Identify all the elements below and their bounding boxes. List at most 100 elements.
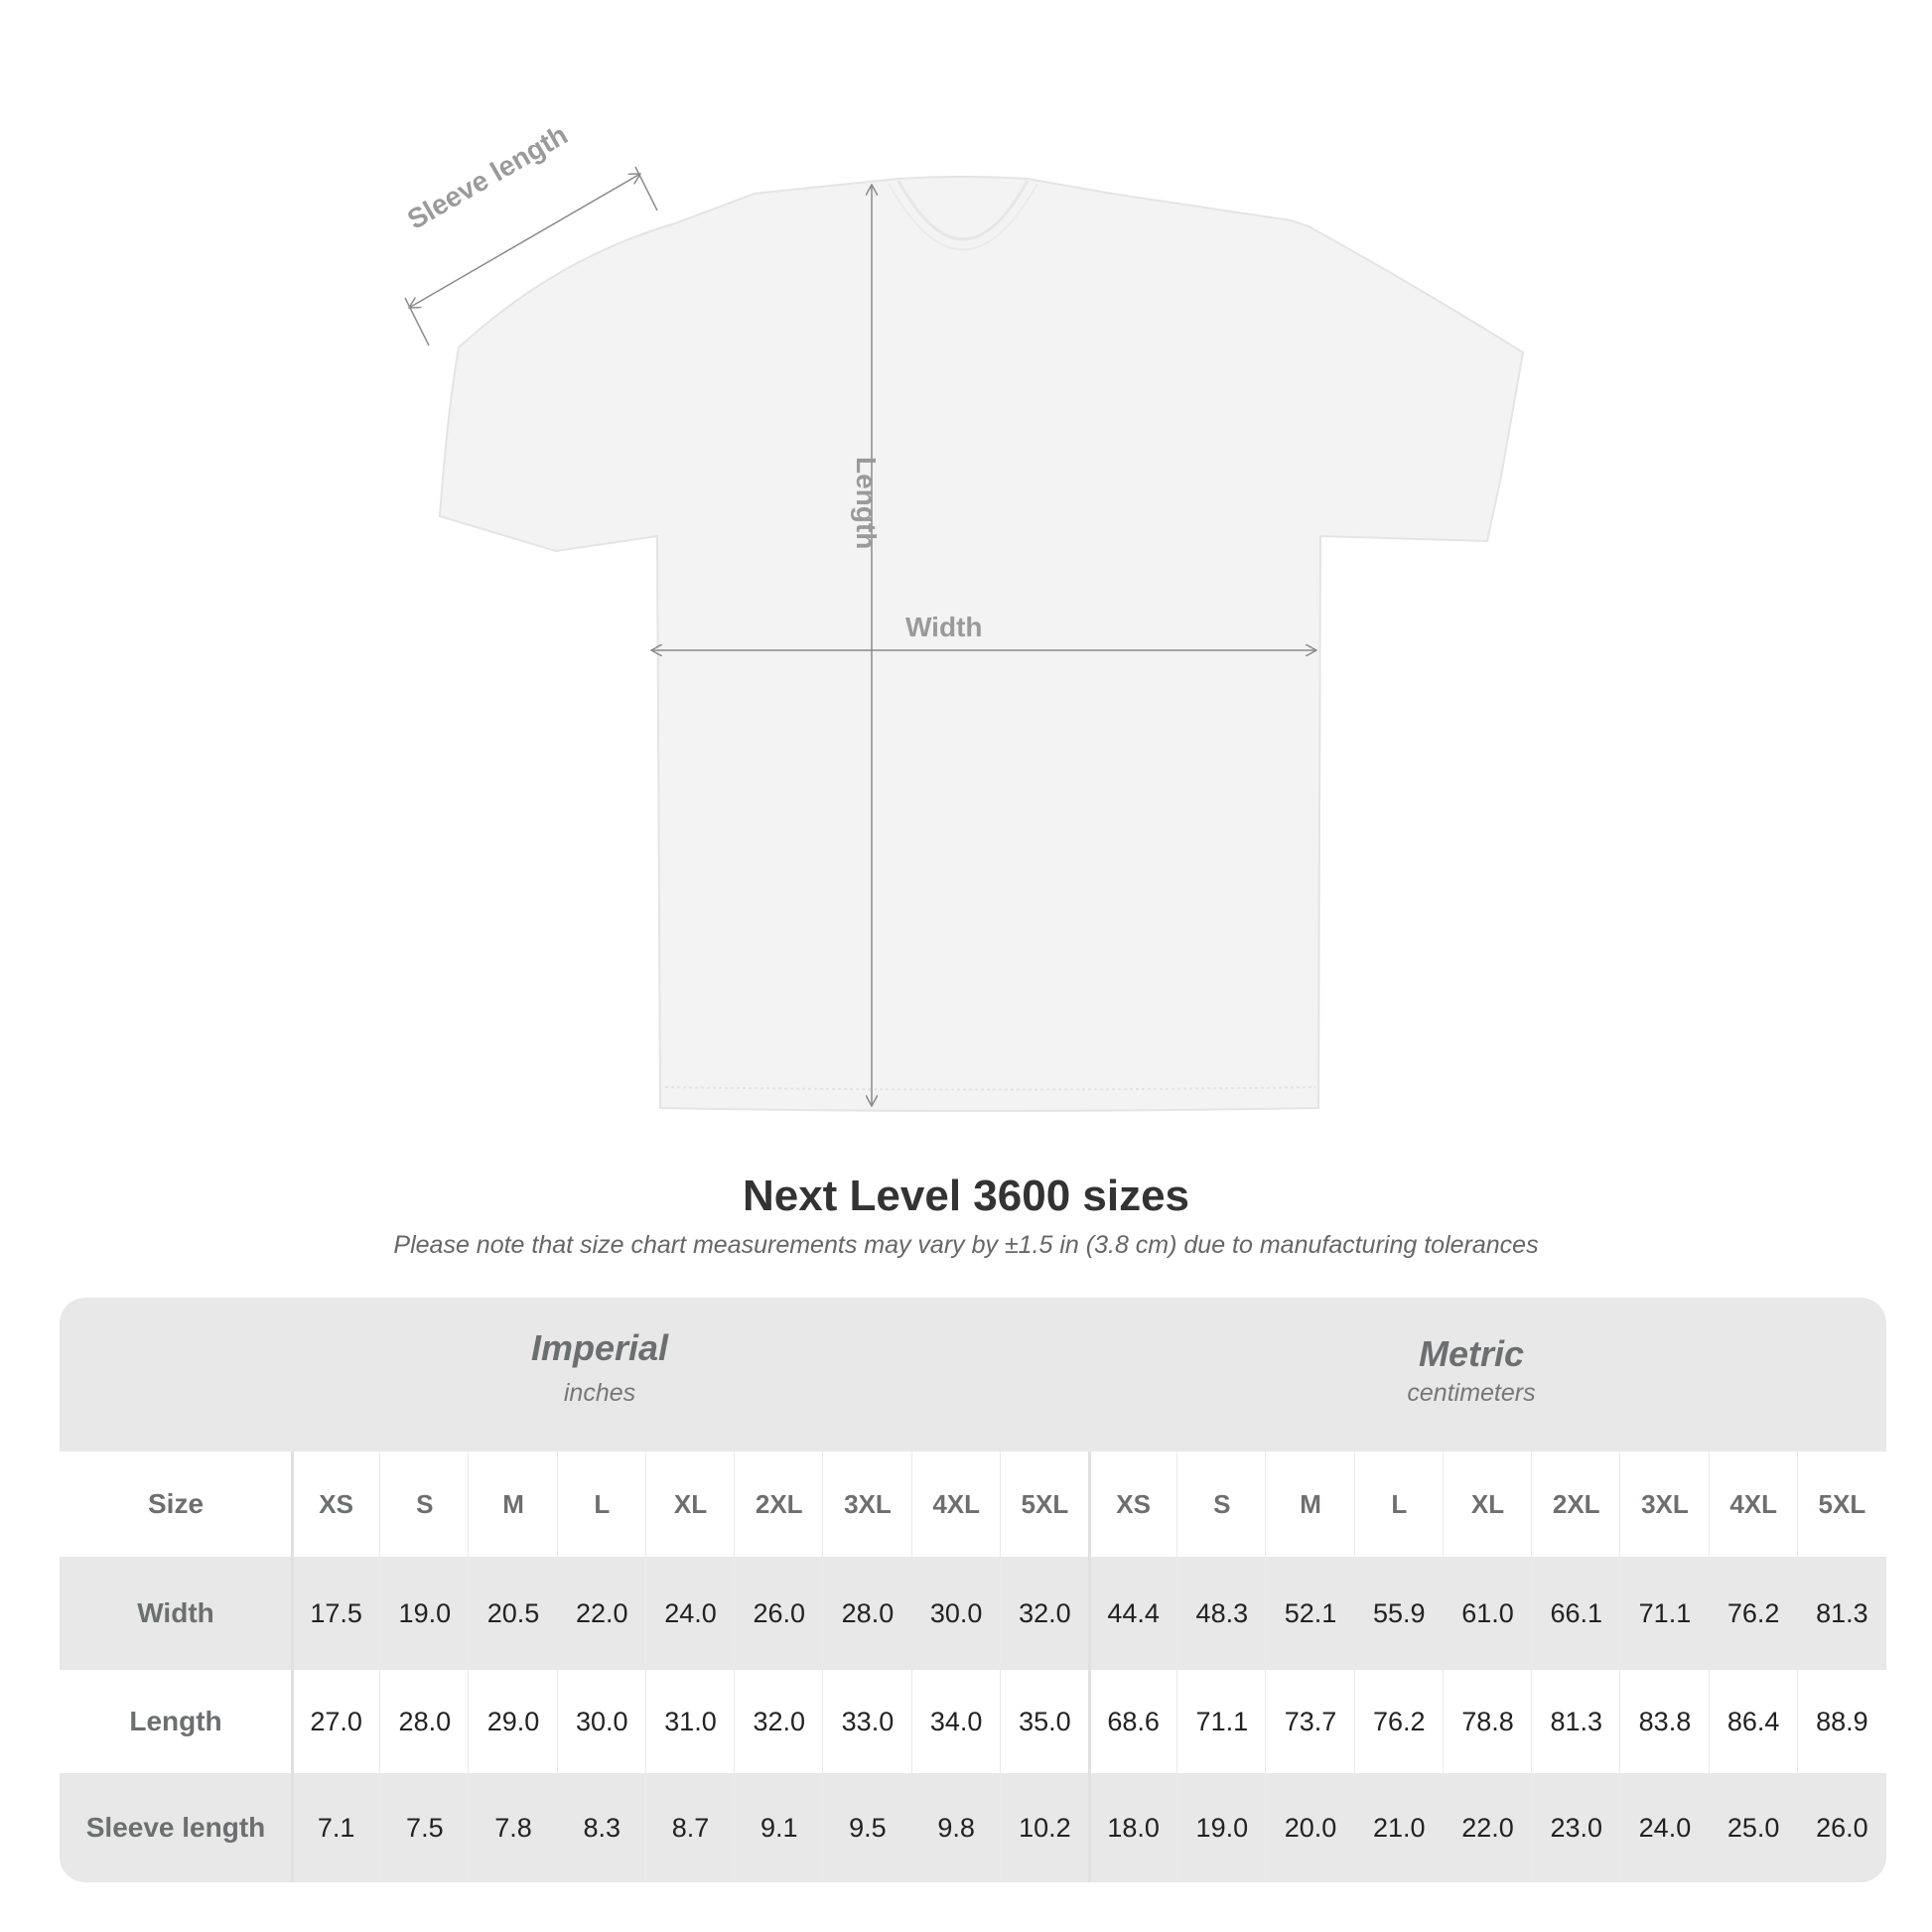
size-header-cell: XS (1116, 1488, 1151, 1519)
table-cell: 8.7 (671, 1812, 710, 1843)
table-cell: 21.0 (1372, 1812, 1426, 1843)
table-cell: 52.1 (1284, 1597, 1337, 1628)
table-cell: 7.5 (406, 1812, 444, 1843)
size-header-cell: 5XL (1818, 1488, 1866, 1519)
column-divider (1619, 1451, 1621, 1882)
table-cell: 26.0 (753, 1597, 805, 1628)
column-divider (1176, 1451, 1178, 1882)
table-cell: 20.0 (1284, 1812, 1337, 1843)
table-cell: 19.0 (1195, 1812, 1249, 1843)
size-header-cell: 3XL (1641, 1488, 1689, 1519)
size-header-cell: S (416, 1488, 434, 1519)
size-row: Size XS S M L XL 2XL 3XL 4XL 5XL XS S M L XL 2XL 3XL 4XL… (60, 1451, 1886, 1557)
column-divider (291, 1451, 294, 1882)
table-cell: 24.0 (1638, 1812, 1692, 1843)
table-row-length: Length 27.0 28.0 29.0 30.0 31.0 32.0 33.0 34.0 3… (60, 1670, 1886, 1773)
size-header-cell: L (594, 1488, 611, 1519)
sleeve-measure-line (409, 174, 640, 308)
table-cell: 71.1 (1638, 1597, 1692, 1628)
table-cell: 9.8 (937, 1812, 975, 1843)
table-cell: 76.2 (1726, 1597, 1780, 1628)
table-cell: 30.0 (929, 1597, 983, 1628)
table-cell: 66.1 (1550, 1597, 1602, 1628)
table-cell: 88.9 (1816, 1706, 1868, 1736)
size-header-cell: 2XL (1552, 1488, 1600, 1519)
table-cell: 30.0 (575, 1706, 628, 1736)
table-row-width: Width 17.5 19.0 20.5 22.0 24.0 26.0 28.0 30.0 32… (60, 1557, 1886, 1670)
table-cell: 9.5 (849, 1812, 887, 1843)
column-divider (1265, 1451, 1267, 1882)
table-cell: 71.1 (1195, 1706, 1249, 1736)
table-cell: 44.4 (1107, 1597, 1160, 1628)
tshirt-body (438, 176, 1525, 1112)
table-cell: 22.0 (1461, 1812, 1514, 1843)
size-header-cell: 3XL (844, 1488, 892, 1519)
tshirt-illustration (404, 166, 1525, 1112)
table-cell: 61.0 (1461, 1597, 1514, 1628)
column-divider (822, 1451, 824, 1882)
table-cell: 23.0 (1550, 1812, 1602, 1843)
table-cell: 7.8 (494, 1812, 532, 1843)
table-cell: 35.0 (1019, 1706, 1071, 1736)
table-cell: 33.0 (841, 1706, 895, 1736)
table-cell: 34.0 (929, 1706, 983, 1736)
table-cell: 18.0 (1107, 1812, 1160, 1843)
table-cell: 76.2 (1372, 1706, 1426, 1736)
table-cell: 28.0 (398, 1706, 452, 1736)
table-cell: 25.0 (1726, 1812, 1780, 1843)
size-header-cell: 4XL (932, 1488, 980, 1519)
table-cell: 8.3 (583, 1812, 621, 1843)
table-cell: 22.0 (575, 1597, 628, 1628)
width-label: Width (905, 612, 983, 642)
metric-unit: centimeters (1407, 1379, 1536, 1407)
table-cell: 10.2 (1019, 1812, 1071, 1843)
size-header-cell: XL (1470, 1488, 1505, 1519)
table-cell: 20.5 (486, 1597, 540, 1628)
column-divider (1531, 1451, 1533, 1882)
size-header-cell: XL (673, 1488, 708, 1519)
column-divider (1796, 1451, 1798, 1882)
size-table: Imperial inches Metric centimeters Size … (60, 1298, 1886, 1882)
table-cell: 17.5 (310, 1597, 362, 1628)
metric-group-header: Metric centimeters (1173, 1333, 1769, 1408)
size-header-cell: L (1391, 1488, 1408, 1519)
table-cell: 7.1 (317, 1812, 355, 1843)
table-cell: 31.0 (664, 1706, 717, 1736)
table-cell: 9.1 (759, 1812, 798, 1843)
size-row-label: Size (147, 1488, 205, 1519)
table-cell: 27.0 (310, 1706, 362, 1736)
page-title: Next Level 3600 sizes (742, 1172, 1190, 1220)
table-cell: 78.8 (1461, 1706, 1514, 1736)
column-divider (1353, 1451, 1355, 1882)
row-label: Width (137, 1597, 214, 1628)
size-header-cell: S (1213, 1488, 1231, 1519)
table-cell: 68.6 (1107, 1706, 1160, 1736)
column-divider (468, 1451, 470, 1882)
table-cell: 19.0 (398, 1597, 452, 1628)
imperial-unit: inches (563, 1379, 636, 1407)
table-cell: 26.0 (1816, 1812, 1868, 1843)
size-header-cell: M (1300, 1488, 1321, 1519)
imperial-title: Imperial (530, 1327, 669, 1368)
imperial-group-header: Imperial inches (302, 1327, 897, 1408)
column-divider (734, 1451, 736, 1882)
table-cell: 32.0 (753, 1706, 805, 1736)
row-label: Sleeve length (85, 1812, 266, 1843)
table-cell: 32.0 (1019, 1597, 1071, 1628)
table-cell: 29.0 (486, 1706, 540, 1736)
size-header-cell: 5XL (1021, 1488, 1069, 1519)
table-cell: 24.0 (664, 1597, 717, 1628)
column-divider (556, 1451, 558, 1882)
table-cell: 48.3 (1195, 1597, 1249, 1628)
table-cell: 55.9 (1372, 1597, 1426, 1628)
length-label: Length (851, 457, 882, 550)
metric-title: Metric (1418, 1333, 1525, 1374)
table-cell: 73.7 (1284, 1706, 1337, 1736)
table-cell: 28.0 (841, 1597, 895, 1628)
table-cell: 81.3 (1816, 1597, 1868, 1628)
column-divider (1708, 1451, 1710, 1882)
size-header-cell: 4XL (1729, 1488, 1777, 1519)
table-header: Imperial inches Metric centimeters (60, 1298, 1886, 1451)
size-header-cell: 2XL (755, 1488, 803, 1519)
table-cell: 81.3 (1550, 1706, 1602, 1736)
